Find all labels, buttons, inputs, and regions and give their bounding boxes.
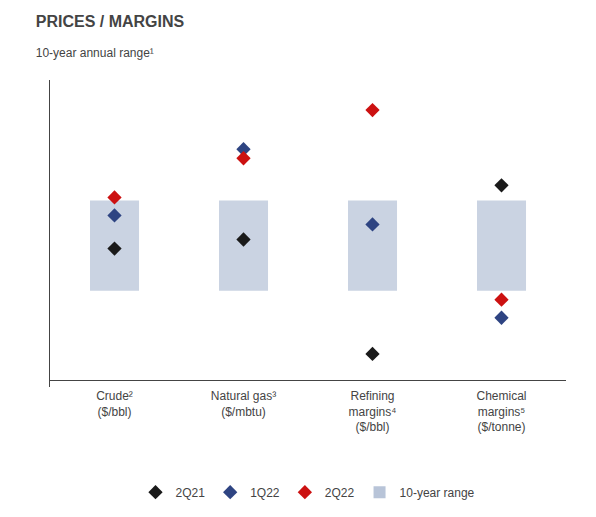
svg-text:Crude²($/bbl): Crude²($/bbl) — [96, 389, 133, 419]
svg-text:Natural gas³($/mbtu): Natural gas³($/mbtu) — [211, 389, 276, 419]
svg-text:Chemicalmargins⁵($/tonne): Chemicalmargins⁵($/tonne) — [476, 389, 526, 434]
svg-text:1Q22: 1Q22 — [250, 486, 280, 500]
svg-text:2Q21: 2Q21 — [176, 486, 206, 500]
svg-text:10-year range: 10-year range — [400, 486, 475, 500]
svg-text:10-year annual range¹: 10-year annual range¹ — [36, 46, 154, 60]
svg-text:PRICES / MARGINS: PRICES / MARGINS — [36, 13, 185, 30]
svg-text:Refiningmargins⁴($/bbl): Refiningmargins⁴($/bbl) — [349, 389, 397, 434]
svg-text:2Q22: 2Q22 — [325, 486, 355, 500]
